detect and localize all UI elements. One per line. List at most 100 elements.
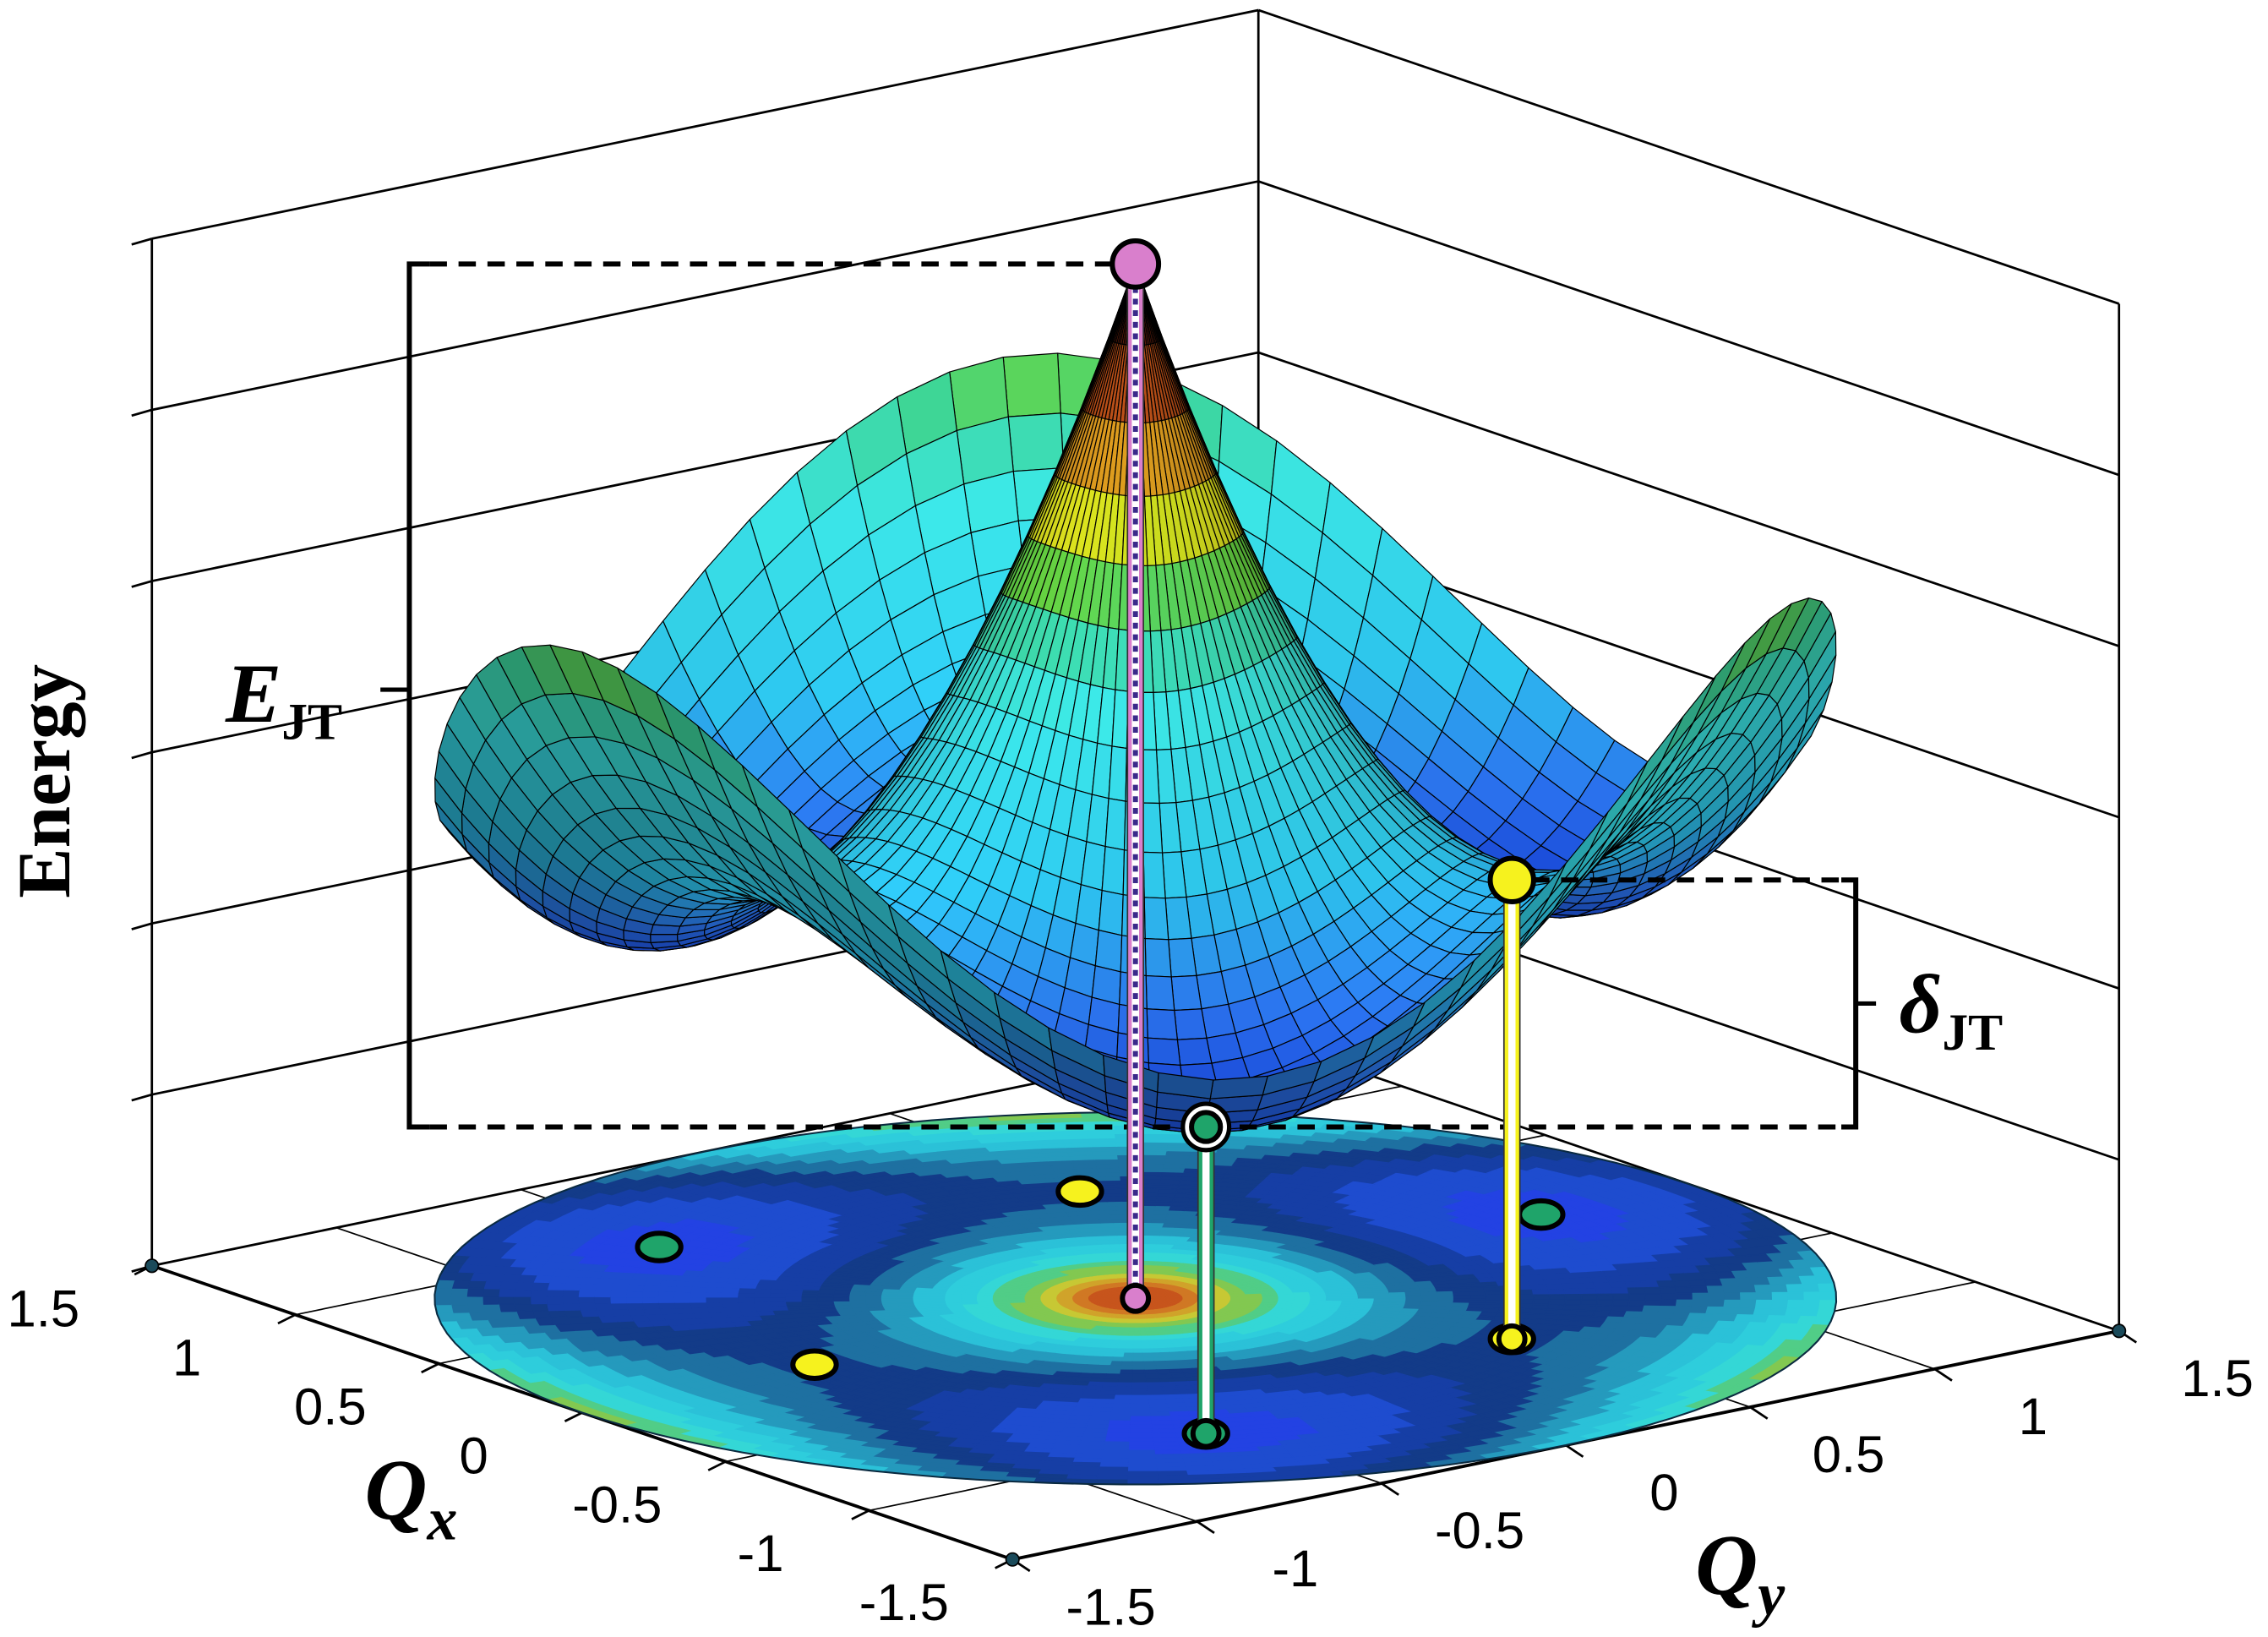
contour-cell <box>624 1296 643 1304</box>
contour-cell <box>1612 1293 1630 1301</box>
contour-cell <box>1129 1407 1151 1414</box>
contour-cell <box>1133 1323 1140 1329</box>
contour-cell <box>1628 1293 1646 1301</box>
y-tick-label: 0 <box>1649 1464 1678 1522</box>
contour-cell <box>1627 1287 1646 1295</box>
x-tick-label: 1 <box>172 1329 201 1388</box>
contour-cell <box>1564 1299 1583 1306</box>
y-tick <box>1196 1520 1215 1535</box>
contour-cell <box>720 1296 739 1303</box>
contour-cell <box>1657 1306 1677 1314</box>
wall-line <box>151 180 1259 412</box>
y-tick-label: 1 <box>2019 1388 2047 1446</box>
contour-cell <box>1132 1335 1142 1341</box>
contour-cell <box>1131 1356 1144 1362</box>
contour-cell <box>1593 1282 1613 1290</box>
contour-cell <box>1140 1340 1150 1345</box>
z-tick <box>131 408 153 417</box>
contour-cell <box>593 1283 613 1291</box>
contour-cell <box>1121 1352 1134 1358</box>
contour-cell <box>1132 1348 1143 1355</box>
contour-cell <box>1671 1280 1693 1288</box>
contour-cell <box>1120 1356 1134 1362</box>
contour-cell <box>768 1296 786 1302</box>
x-tick <box>564 1411 583 1423</box>
contour-cell <box>1546 1283 1566 1291</box>
x-tick <box>421 1362 439 1374</box>
contour-cell <box>752 1301 771 1307</box>
y-tick-label: -1 <box>1272 1540 1318 1598</box>
contour-cell <box>657 1291 675 1298</box>
x-axis-label-main: Q <box>364 1442 427 1538</box>
contour-cell <box>673 1296 690 1303</box>
x-tick <box>851 1509 870 1520</box>
contour-cell <box>673 1291 691 1298</box>
wall-line <box>1257 351 2120 647</box>
contour-cell <box>1131 1386 1148 1393</box>
contour-cell <box>1579 1299 1599 1307</box>
x-tick-label: 0.5 <box>294 1378 367 1436</box>
contour-cell <box>1129 1403 1150 1410</box>
contour-cell <box>1644 1293 1662 1301</box>
contour-cell <box>608 1296 627 1304</box>
contour-cell <box>736 1291 755 1298</box>
contour-cell <box>752 1296 771 1302</box>
y-axis-label-main: Q <box>1695 1517 1758 1613</box>
x-tick-label: -1 <box>738 1525 784 1583</box>
contour-cell <box>1129 1411 1151 1417</box>
contour-cell <box>610 1308 630 1317</box>
z-axis-label: Energy <box>3 664 86 898</box>
contour-cell <box>1127 1441 1155 1448</box>
contour-cell <box>657 1307 679 1315</box>
contour-cell <box>800 1296 818 1302</box>
z-tick <box>131 922 153 930</box>
contour-cell <box>1131 1369 1146 1376</box>
contour-cell <box>626 1307 646 1316</box>
wall-line <box>151 8 1259 240</box>
contour-cell <box>594 1308 615 1317</box>
contour-cell <box>1641 1305 1661 1313</box>
contour-cell <box>1643 1286 1662 1295</box>
contour-cell <box>1580 1293 1599 1301</box>
contour-cell <box>1117 1373 1133 1379</box>
contour-cell <box>706 1306 726 1313</box>
contour-cell <box>1131 1352 1144 1358</box>
contour-cell <box>1132 1331 1141 1337</box>
contour-cell <box>689 1291 707 1298</box>
axis-corner <box>2112 1323 2127 1339</box>
contour-cell <box>625 1284 646 1292</box>
x-tick-label: -1.5 <box>859 1574 949 1632</box>
contour-cell <box>1130 1390 1148 1396</box>
axis-corner <box>144 1258 160 1274</box>
contour-cell <box>593 1290 612 1298</box>
y-tick-label: -1.5 <box>1066 1578 1156 1636</box>
contour-cell <box>657 1301 676 1309</box>
contour-cell <box>577 1296 595 1304</box>
contour-cell <box>1453 1295 1471 1301</box>
contour-cell <box>609 1283 630 1291</box>
contour-cell <box>593 1302 613 1311</box>
y-axis-label: Qy <box>1695 1517 1786 1628</box>
contour-cell <box>577 1302 597 1311</box>
wall-line <box>1257 8 2120 305</box>
contour-cell <box>1611 1287 1630 1296</box>
x-tick-label: 1.5 <box>8 1280 80 1339</box>
contour-cell <box>609 1301 629 1310</box>
x-axis-label: Qx <box>364 1442 457 1552</box>
contour-cell <box>1531 1289 1551 1296</box>
contour-cell <box>1131 1373 1147 1379</box>
contour-cell <box>1564 1293 1583 1301</box>
contour-cell <box>577 1289 596 1297</box>
contour-cell <box>736 1296 755 1303</box>
contour-cell <box>1640 1280 1660 1289</box>
contour-cell <box>673 1307 694 1314</box>
contour-cell <box>1132 1344 1142 1351</box>
contour-cell <box>1676 1292 1694 1301</box>
y-tick-label: 0.5 <box>1813 1426 1885 1484</box>
x-axis-label-sub: x <box>427 1485 458 1552</box>
contour-cell <box>1674 1285 1694 1295</box>
contour-cell <box>1579 1288 1598 1296</box>
contour-cell <box>578 1282 597 1291</box>
contour-cell <box>1659 1299 1678 1307</box>
